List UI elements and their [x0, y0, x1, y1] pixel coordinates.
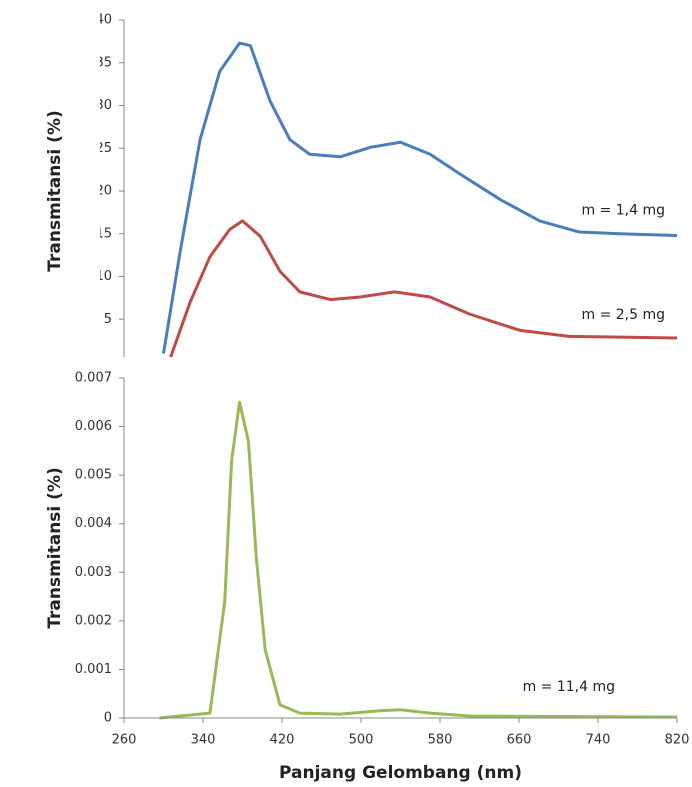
series-label: m = 1,4 mg — [581, 202, 665, 218]
x-tick-label: 340 — [191, 733, 216, 748]
plot: 5 10 15 20 25 30 35 40 — [95, 13, 678, 357]
line-series — [169, 219, 678, 357]
x-tick-label: 580 — [428, 733, 453, 748]
x-tick-label: 660 — [507, 733, 532, 748]
x-tick-label: 740 — [586, 733, 611, 748]
y-tick-label: 25 — [95, 141, 112, 156]
line-series — [162, 41, 678, 354]
x-tick-label: 820 — [665, 733, 690, 748]
y-tick-label: 5 — [104, 312, 112, 327]
y-tick-label: 0.002 — [75, 613, 112, 628]
y-axis-title: Transmitansi (%) — [45, 110, 65, 271]
line-series — [159, 400, 678, 720]
y-tick-label: 0.005 — [75, 468, 112, 483]
y-tick-label: 20 — [95, 184, 112, 199]
plot: 0 0.001 0.002 0.003 0.004 0.005 0.006 0.007 — [75, 371, 678, 726]
y-tick-label: 0.004 — [75, 516, 112, 531]
y-axis-title: Transmitansi (%) — [45, 467, 65, 628]
y-tick-label: 15 — [95, 226, 112, 241]
y-tick-label: 10 — [95, 269, 112, 284]
x-tick-label: 500 — [349, 733, 374, 748]
x-tick-label: 420 — [270, 733, 295, 748]
x-axis-title: Panjang Gelombang (nm) — [279, 763, 522, 783]
y-tick-label: 0.003 — [75, 565, 112, 580]
y-tick-label: 0.007 — [75, 371, 112, 386]
y-tick-label: 40 — [95, 13, 112, 28]
series-label: m = 2,5 mg — [581, 307, 665, 323]
y-tick-label: 30 — [95, 98, 112, 113]
y-tick-label: 0.001 — [75, 662, 112, 677]
series-label: m = 11,4 mg — [523, 679, 615, 695]
y-tick-label: 0.006 — [75, 419, 112, 434]
y-tick-label: 35 — [95, 55, 112, 70]
x-tick-label: 260 — [112, 733, 137, 748]
y-tick-label: 0 — [104, 711, 112, 726]
